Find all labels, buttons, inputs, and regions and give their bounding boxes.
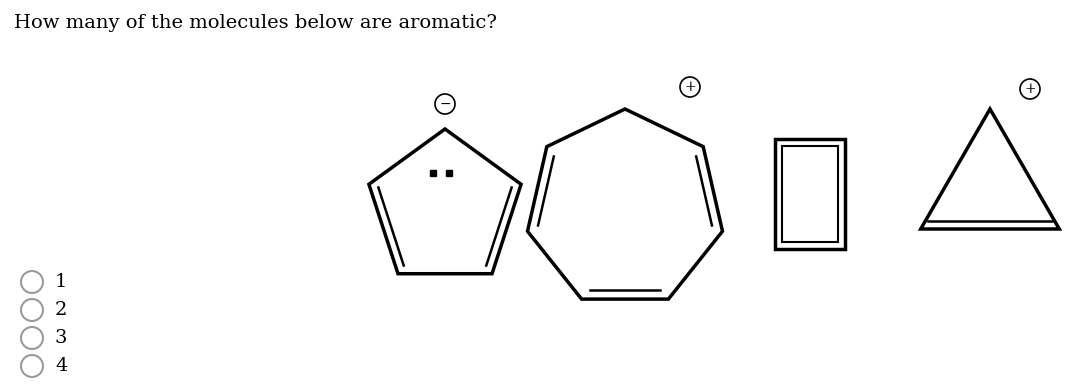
Text: 4: 4 <box>55 357 67 375</box>
Text: −: − <box>439 97 451 111</box>
Text: How many of the molecules below are aromatic?: How many of the molecules below are arom… <box>14 14 497 32</box>
Text: 3: 3 <box>55 329 67 347</box>
Text: +: + <box>1024 82 1036 96</box>
Bar <box>782 146 838 242</box>
Text: +: + <box>684 80 696 94</box>
Text: 2: 2 <box>55 301 67 319</box>
Text: 1: 1 <box>55 273 67 291</box>
Bar <box>775 139 845 249</box>
